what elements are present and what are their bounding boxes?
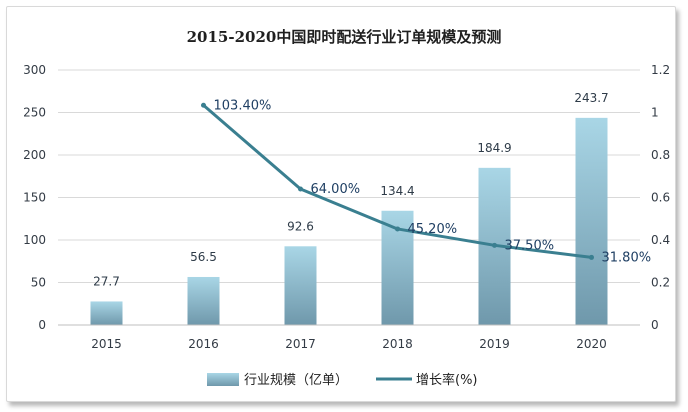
bar-data-label: 184.9 — [477, 141, 511, 155]
legend: 行业规模（亿单） 增长率(%) — [207, 372, 478, 388]
line-data-label: 103.40% — [214, 98, 272, 113]
y-left-tick-label: 200 — [23, 148, 46, 162]
y-right-tick-label: 0.8 — [651, 148, 670, 162]
y-right-tick-label: 0.2 — [651, 276, 670, 290]
bar — [284, 246, 317, 325]
legend-bar-swatch — [207, 373, 239, 386]
y-left-tick-label: 300 — [23, 63, 46, 77]
y-left-tick-label: 100 — [23, 233, 46, 247]
x-tick-label: 2017 — [285, 337, 316, 351]
line-data-label: 45.20% — [408, 222, 458, 237]
line-point — [589, 254, 594, 260]
y-right-tick-label: 1 — [651, 106, 659, 120]
line-data-label: 37.50% — [505, 238, 555, 253]
chart-frame — [6, 6, 676, 402]
bar — [187, 276, 220, 325]
bar-data-label: 27.7 — [93, 274, 120, 288]
y-right-tick-label: 0.6 — [651, 191, 670, 205]
axes: 0 50 100 150 200 250 300 0 0.2 0.4 0.6 0.8 1 1.2 2015 2… — [23, 63, 670, 351]
line-point — [201, 102, 206, 108]
y-left-tick-label: 0 — [38, 318, 46, 332]
bar-data-label: 92.6 — [287, 219, 314, 233]
line-data-label: 31.80% — [602, 250, 652, 265]
gridlines — [58, 69, 640, 283]
legend-bar-label: 行业规模（亿单） — [244, 373, 348, 388]
y-left-tick-label: 250 — [23, 106, 46, 120]
line-data-label: 64.00% — [311, 182, 361, 197]
chart-title: 2015-2020中国即时配送行业订单规模及预测 — [187, 28, 502, 46]
x-tick-label: 2016 — [188, 337, 219, 351]
bar-data-label: 243.7 — [574, 91, 608, 105]
y-right-tick-label: 1.2 — [651, 63, 670, 77]
legend-line-label: 增长率(%) — [416, 372, 478, 388]
x-tick-label: 2018 — [382, 337, 413, 351]
bar — [575, 117, 608, 325]
bar-data-label: 56.5 — [190, 250, 217, 264]
y-right-tick-label: 0.4 — [651, 233, 670, 247]
y-right-tick-label: 0 — [651, 318, 659, 332]
line-series: 103.40% 64.00% 45.20% 37.50% 31.80% — [201, 98, 651, 265]
x-tick-label: 2020 — [576, 337, 607, 351]
y-left-tick-label: 150 — [23, 191, 46, 205]
y-left-tick-label: 50 — [31, 276, 46, 290]
line-point — [395, 226, 400, 232]
line-point — [492, 242, 497, 248]
x-tick-label: 2019 — [479, 337, 510, 351]
x-tick-label: 2015 — [91, 337, 122, 351]
bar — [90, 301, 123, 325]
line-point — [298, 186, 303, 192]
bar-data-label: 134.4 — [380, 184, 414, 198]
